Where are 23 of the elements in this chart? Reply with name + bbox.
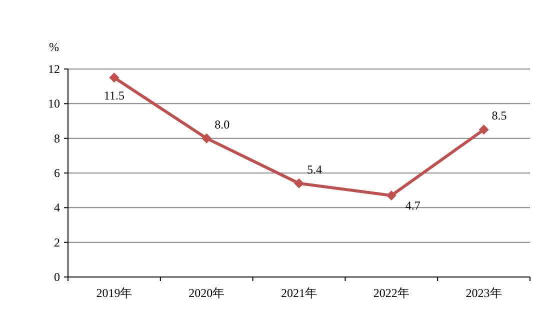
y-tick-label: 6 xyxy=(54,166,60,180)
x-tick-label: 2022年 xyxy=(373,286,410,300)
data-label: 11.5 xyxy=(104,88,124,103)
y-tick-label: 0 xyxy=(54,270,60,284)
data-label: 5.4 xyxy=(307,162,322,176)
y-tick-label: 10 xyxy=(48,96,60,111)
point xyxy=(202,133,212,144)
x-tick-label: 2019年 xyxy=(96,286,132,300)
data-label: 8.0 xyxy=(214,117,230,132)
x-tick-label: 2021年 xyxy=(281,286,317,300)
point xyxy=(109,72,120,83)
point xyxy=(478,124,489,135)
data-label: 4.7 xyxy=(405,198,420,213)
x-tick-label: 2020年 xyxy=(188,286,225,300)
point xyxy=(386,190,396,201)
y-tick-label: 12 xyxy=(48,62,60,76)
data-label: 8.5 xyxy=(492,108,507,123)
y-tick-label: 8 xyxy=(54,131,60,146)
x-tick-label: 2023年 xyxy=(466,286,502,300)
y-tick-label: 2 xyxy=(54,235,60,250)
point xyxy=(294,178,304,188)
y-axis-title: % xyxy=(49,40,59,54)
y-tick-label: 4 xyxy=(54,200,60,215)
